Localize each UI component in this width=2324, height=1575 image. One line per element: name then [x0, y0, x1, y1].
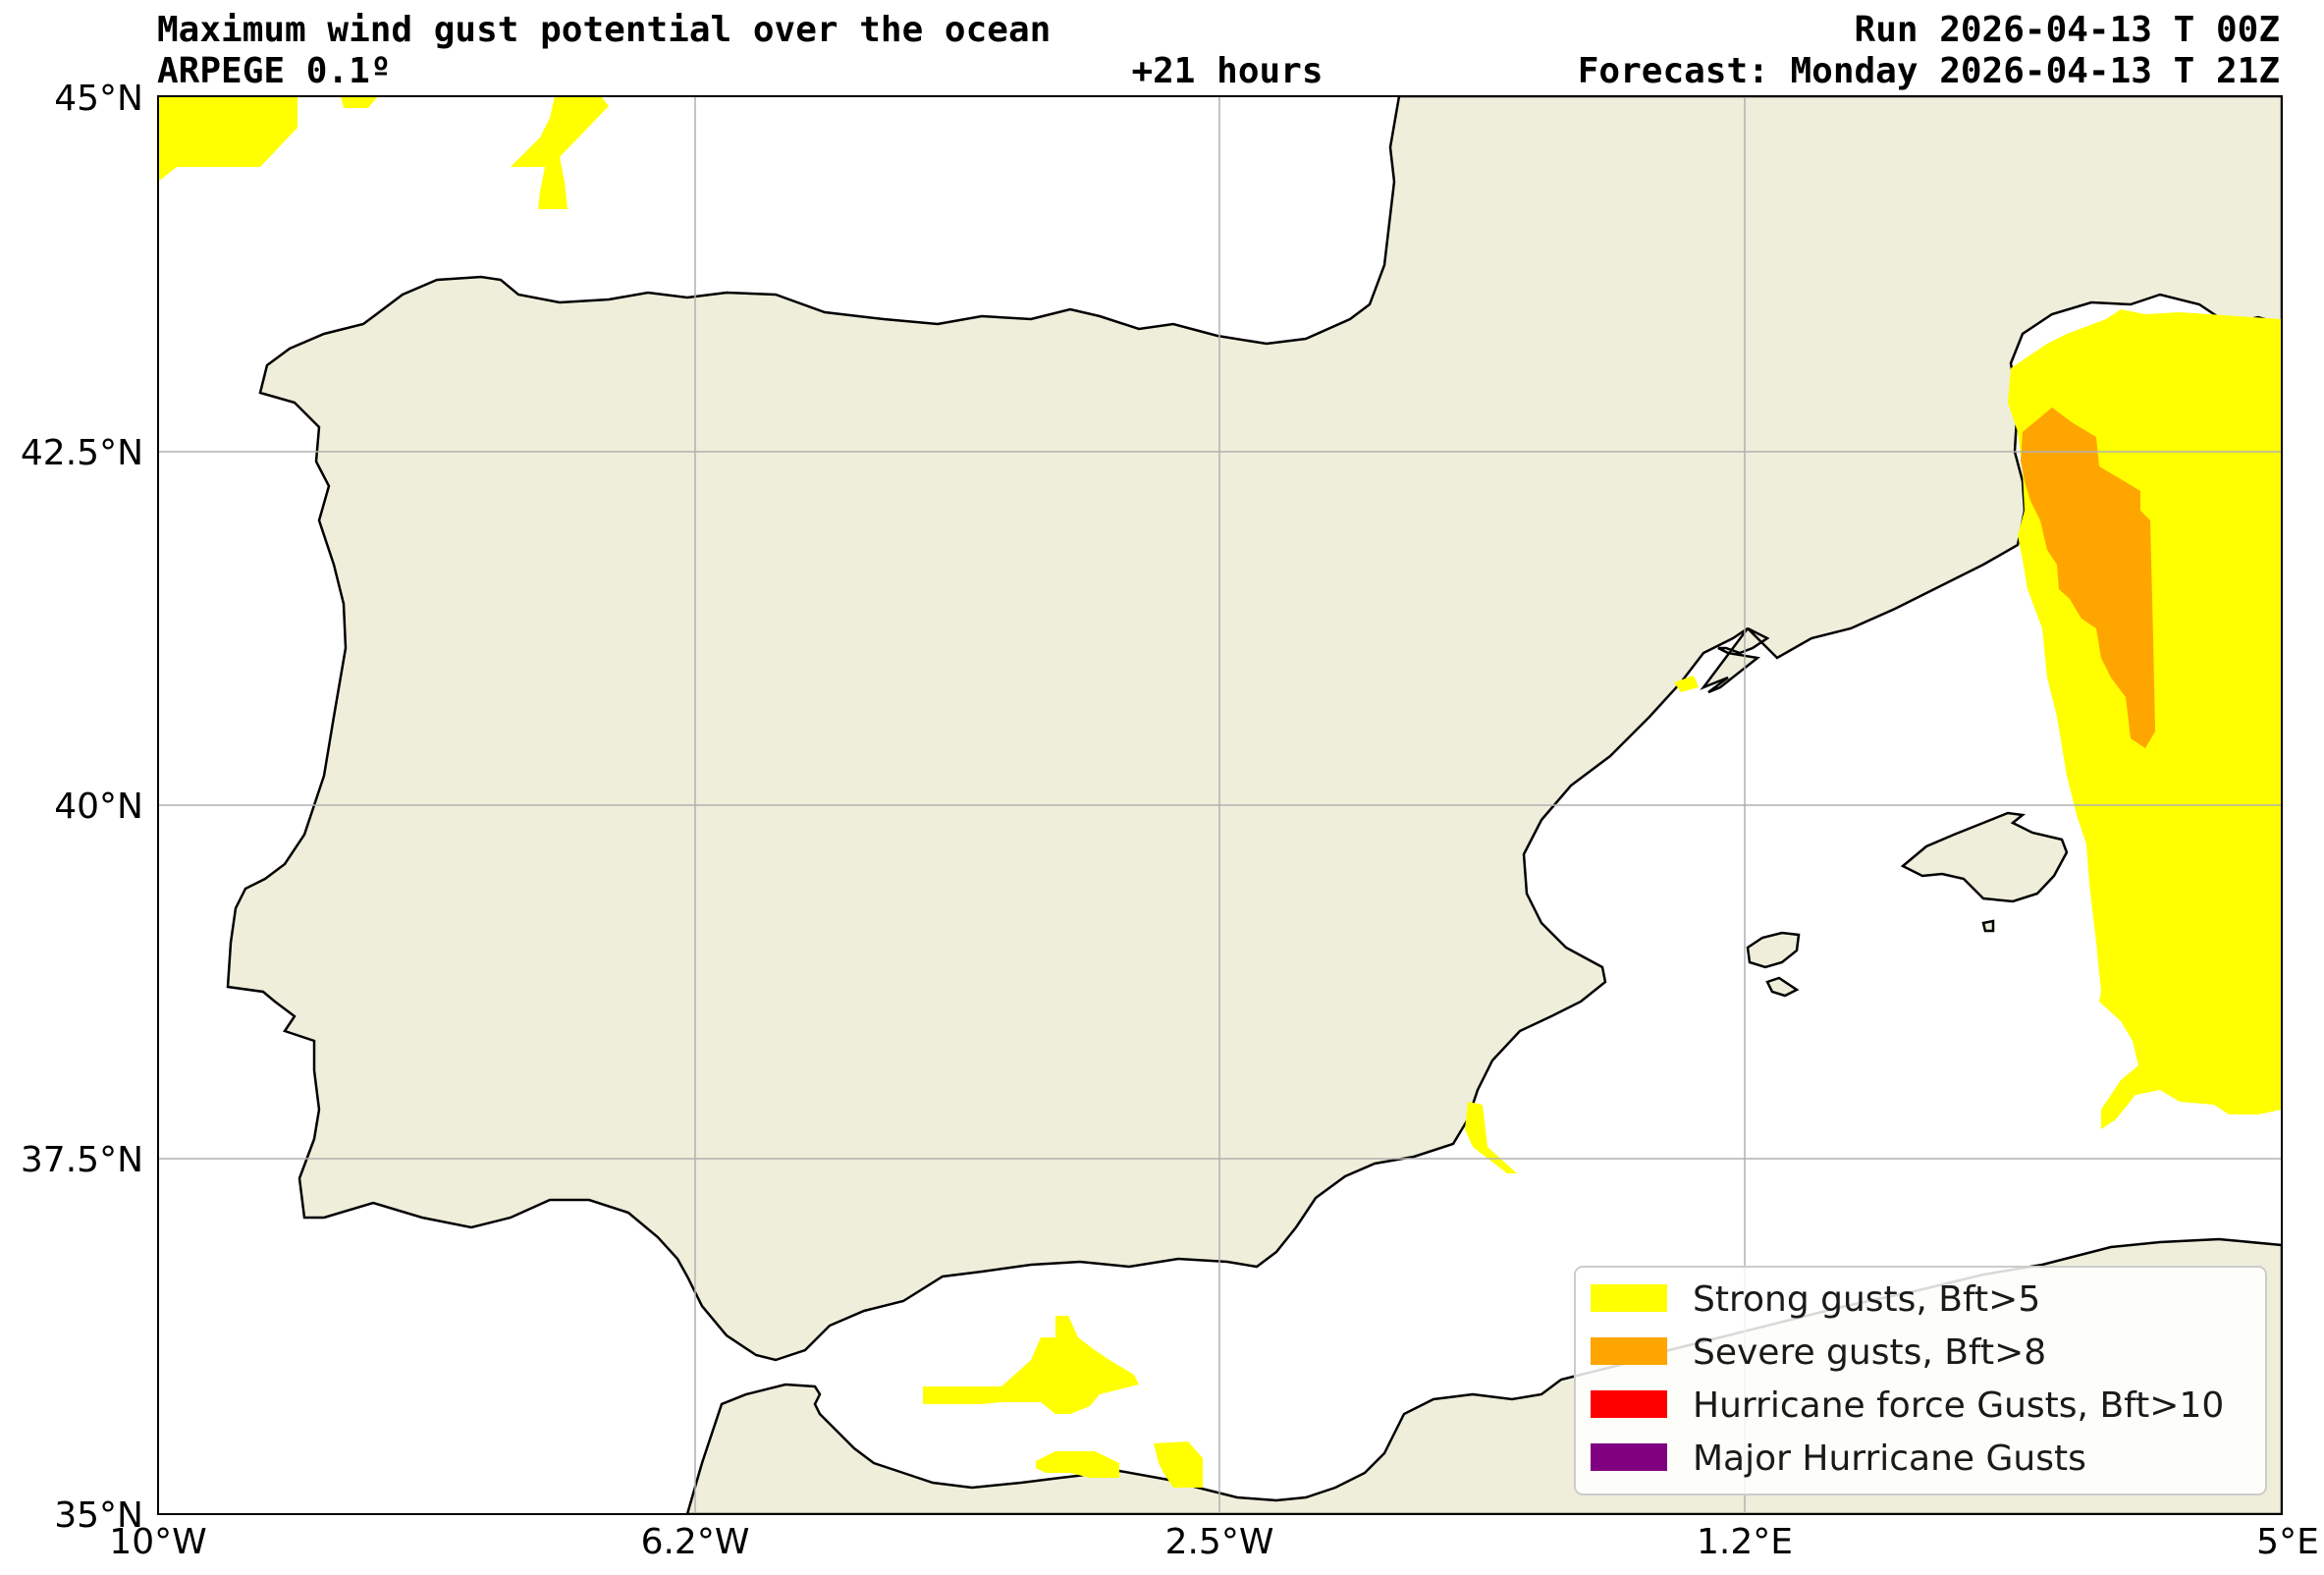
run-label: Run 2026-04-13 T 00Z	[1854, 10, 2280, 50]
lon-tick-label: 5°E	[2256, 1522, 2319, 1562]
legend-label-strong: Strong gusts, Bft>5	[1693, 1279, 2040, 1320]
lat-tick-label: 42.5°N	[21, 433, 143, 473]
island-cabrera	[1981, 919, 1995, 933]
legend-box	[1574, 1266, 2267, 1495]
lon-tick-label: 6.2°W	[641, 1522, 750, 1562]
severe-gusts-area	[2021, 407, 2155, 748]
lat-axis: 45°N 42.5°N 40°N 37.5°N 35°N	[21, 79, 143, 1536]
graticule	[158, 96, 2282, 1514]
lat-tick-label: 40°N	[54, 787, 143, 827]
lon-tick-label: 2.5°W	[1165, 1522, 1274, 1562]
gust-area	[1154, 1441, 1203, 1488]
legend-swatch-severe	[1591, 1337, 1667, 1365]
gust-area	[511, 96, 609, 209]
gust-area	[1674, 676, 1699, 692]
gust-area	[158, 96, 297, 182]
legend-swatch-hurricane	[1591, 1390, 1667, 1418]
legend-swatch-strong	[1591, 1284, 1667, 1312]
model-label: ARPEGE 0.1º	[157, 51, 392, 91]
map-title: Maximum wind gust potential over the oce…	[157, 10, 1052, 50]
lon-tick-label: 10°W	[109, 1522, 206, 1562]
legend-label-severe: Severe gusts, Bft>8	[1693, 1332, 2046, 1373]
lat-tick-label: 37.5°N	[21, 1140, 143, 1180]
lon-axis: 10°W 6.2°W 2.5°W 1.2°E 5°E	[109, 1522, 2319, 1562]
legend-label-hurricane: Hurricane force Gusts, Bft>10	[1693, 1385, 2224, 1426]
gust-area	[923, 1316, 1139, 1414]
forecast-label: Forecast: Monday 2026-04-13 T 21Z	[1577, 51, 2280, 91]
gust-area	[341, 96, 378, 108]
land-iberia-france	[226, 96, 2282, 1362]
island-formentera	[1765, 976, 1800, 998]
island-ibiza	[1746, 931, 1801, 969]
map-frame	[157, 95, 2283, 1515]
lon-tick-label: 1.2°E	[1697, 1522, 1793, 1562]
legend-swatch-major	[1591, 1443, 1667, 1471]
legend: Strong gusts, Bft>5 Severe gusts, Bft>8 …	[1574, 1266, 2267, 1495]
gust-area	[1465, 1102, 1517, 1173]
lat-tick-label: 35°N	[54, 1495, 143, 1536]
lat-tick-label: 45°N	[54, 79, 143, 119]
gust-area	[1036, 1451, 1119, 1478]
lead-time-label: +21 hours	[1131, 51, 1324, 91]
island-mallorca	[1900, 811, 2069, 903]
legend-label-major: Major Hurricane Gusts	[1693, 1439, 2086, 1479]
